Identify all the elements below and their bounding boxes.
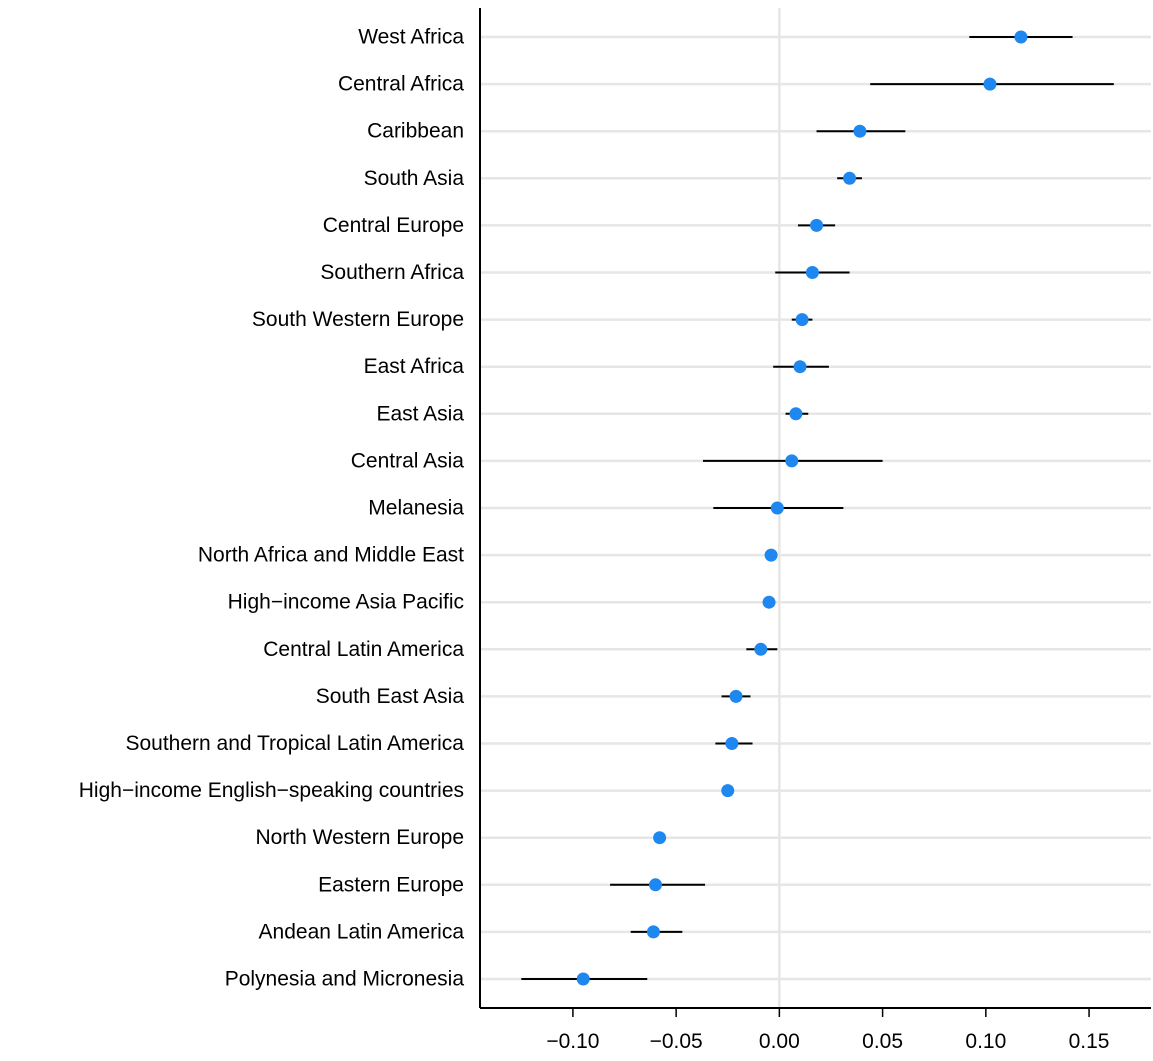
category-label: Polynesia and Micronesia: [225, 968, 465, 991]
axes: −0.10 −0.05 0.00 0.05 0.10 0.15: [479, 8, 1151, 1053]
point-estimate: [795, 313, 809, 327]
category-label: Central Africa: [338, 73, 464, 96]
category-label: East Asia: [376, 402, 464, 425]
point-estimate: [721, 784, 735, 798]
category-label: High−income Asia Pacific: [228, 591, 464, 614]
category-label: Andean Latin America: [259, 920, 465, 943]
x-tick-label: −0.05: [650, 1030, 703, 1053]
x-tick-label: 0.10: [965, 1030, 1006, 1053]
category-label: East Africa: [364, 355, 465, 378]
point-estimate: [725, 737, 739, 750]
x-tick-label: 0.00: [759, 1030, 800, 1053]
category-label: South Western Europe: [252, 308, 464, 331]
point-estimate: [653, 831, 667, 845]
point-estimate: [810, 218, 824, 232]
category-label: Melanesia: [368, 497, 464, 520]
point-estimate: [576, 972, 590, 986]
point-estimate: [853, 124, 867, 138]
category-label: Southern and Tropical Latin America: [125, 732, 464, 755]
point-estimate: [754, 642, 768, 656]
point-estimate: [729, 689, 743, 703]
x-tick-label: 0.15: [1069, 1030, 1110, 1053]
category-label: Central Europe: [323, 214, 464, 237]
category-label: West Africa: [358, 26, 464, 49]
point-estimate: [983, 77, 997, 91]
point-estimate: [843, 171, 857, 185]
category-label: South East Asia: [316, 685, 465, 708]
point-estimate: [789, 407, 803, 421]
point-estimate: [764, 548, 778, 562]
category-label: Central Asia: [351, 449, 465, 472]
point-estimate: [770, 501, 784, 515]
category-label: Southern Africa: [320, 261, 464, 284]
category-label: High−income English−speaking countries: [79, 779, 464, 802]
category-label: Central Latin America: [263, 638, 464, 661]
category-label: North Western Europe: [255, 826, 464, 849]
x-tick-label: 0.05: [862, 1030, 903, 1053]
category-label: Eastern Europe: [318, 873, 464, 896]
grid-layer: [480, 8, 1151, 1008]
point-estimate: [762, 595, 776, 609]
point-estimate: [805, 266, 819, 279]
x-tick-label: −0.10: [546, 1030, 599, 1053]
category-label: South Asia: [364, 167, 465, 190]
category-labels: West Africa Central Africa Caribbean South …: [79, 26, 465, 991]
point-estimate: [648, 878, 662, 892]
point-estimates: [576, 30, 1028, 986]
point-estimate: [793, 360, 807, 374]
category-label: North Africa and Middle East: [198, 544, 464, 567]
point-estimate: [646, 925, 660, 939]
category-label: Caribbean: [367, 120, 464, 143]
point-estimate: [1014, 30, 1028, 44]
point-estimate: [785, 454, 799, 468]
